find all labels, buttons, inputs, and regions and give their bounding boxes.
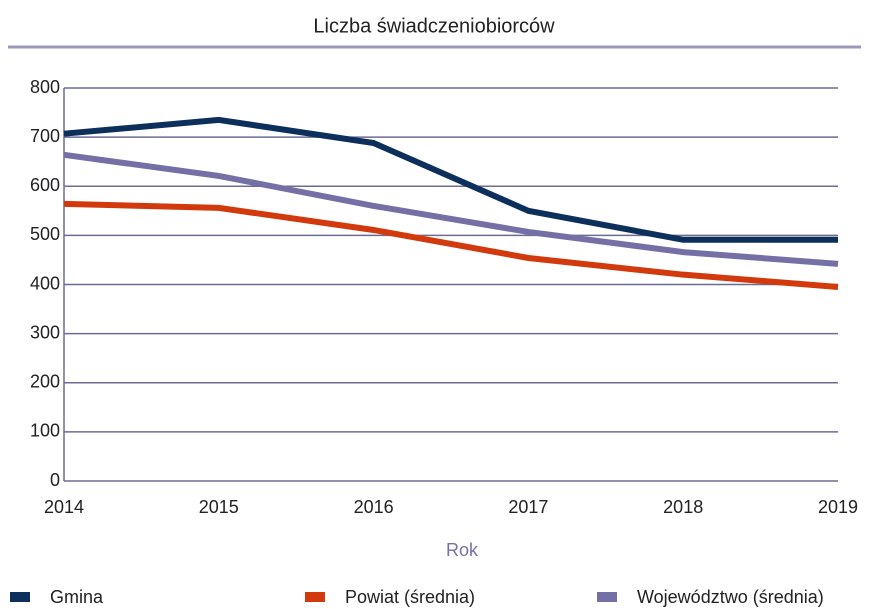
y-tick-label: 800 — [30, 77, 60, 97]
y-tick-label: 100 — [30, 421, 60, 441]
x-tick-label: 2016 — [354, 497, 394, 517]
y-tick-label: 300 — [30, 322, 60, 342]
y-tick-label: 400 — [30, 273, 60, 293]
x-tick-label: 2018 — [663, 497, 703, 517]
x-tick-label: 2014 — [44, 497, 84, 517]
x-axis-label: Rok — [446, 540, 479, 560]
y-tick-label: 200 — [30, 372, 60, 392]
series-line — [63, 200, 839, 290]
legend-swatch — [10, 592, 30, 602]
series-line — [63, 116, 838, 243]
x-tick-label: 2015 — [199, 497, 239, 517]
legend-swatch — [305, 592, 325, 602]
y-tick-label: 700 — [30, 126, 60, 146]
legend-label: Powiat (średnia) — [345, 587, 475, 607]
x-tick-label: 2017 — [508, 497, 548, 517]
y-tick-label: 500 — [30, 224, 60, 244]
y-tick-label: 600 — [30, 175, 60, 195]
legend-label: Województwo (średnia) — [637, 587, 824, 607]
legend-label: Gmina — [50, 587, 104, 607]
series-line — [63, 151, 839, 267]
x-tick-label: 2019 — [818, 497, 858, 517]
y-tick-label: 0 — [50, 470, 60, 490]
legend-swatch — [597, 592, 617, 602]
chart-title: Liczba świadczeniobiorców — [313, 15, 555, 37]
